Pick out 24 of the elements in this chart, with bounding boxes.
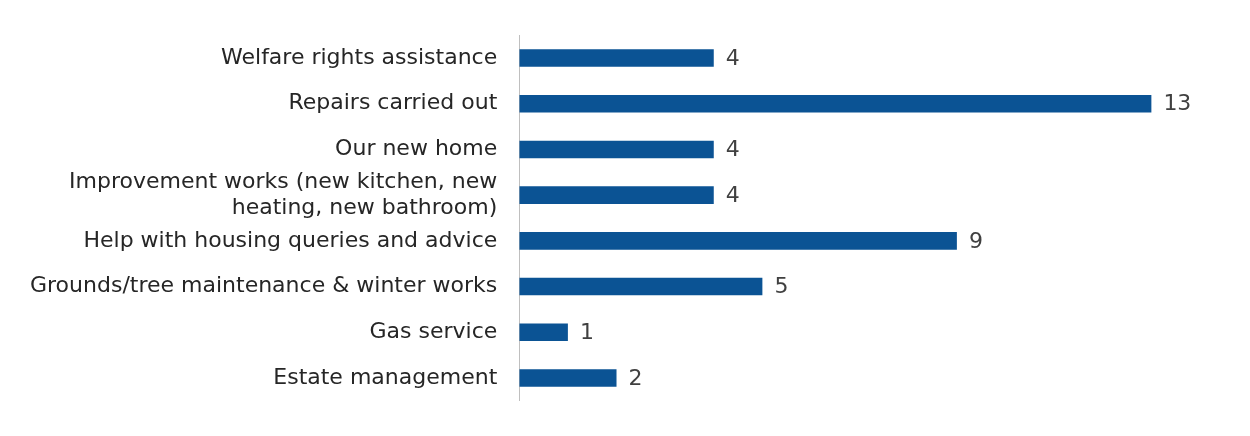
y-tick-label: Welfare rights assistance xyxy=(221,43,498,69)
y-tick-label: Gas service xyxy=(369,317,498,343)
bar xyxy=(519,232,957,250)
y-tick-label: Estate management xyxy=(273,363,498,389)
data-label: 4 xyxy=(725,136,740,162)
y-tick-label: Repairs carried out xyxy=(288,89,498,115)
y-tick-label: Improvement works (new kitchen, new heating, new bathroom) xyxy=(69,167,498,220)
y-tick-label: Help with housing queries and advice xyxy=(83,226,498,252)
bar xyxy=(519,94,1152,113)
data-label: 4 xyxy=(725,44,740,70)
bar xyxy=(519,186,714,204)
bar xyxy=(519,140,714,159)
bar xyxy=(519,49,714,67)
data-label: 2 xyxy=(628,364,643,390)
data-label: 4 xyxy=(725,181,740,207)
bar xyxy=(519,323,568,342)
data-label: 9 xyxy=(968,227,983,253)
bar xyxy=(519,369,617,387)
y-tick-label: Grounds/tree maintenance & winter works xyxy=(30,272,498,298)
data-label: 13 xyxy=(1163,90,1192,116)
y-tick-label: Our new home xyxy=(335,135,498,161)
data-label: 5 xyxy=(774,273,789,299)
data-label: 1 xyxy=(579,318,594,344)
bar xyxy=(519,277,763,296)
